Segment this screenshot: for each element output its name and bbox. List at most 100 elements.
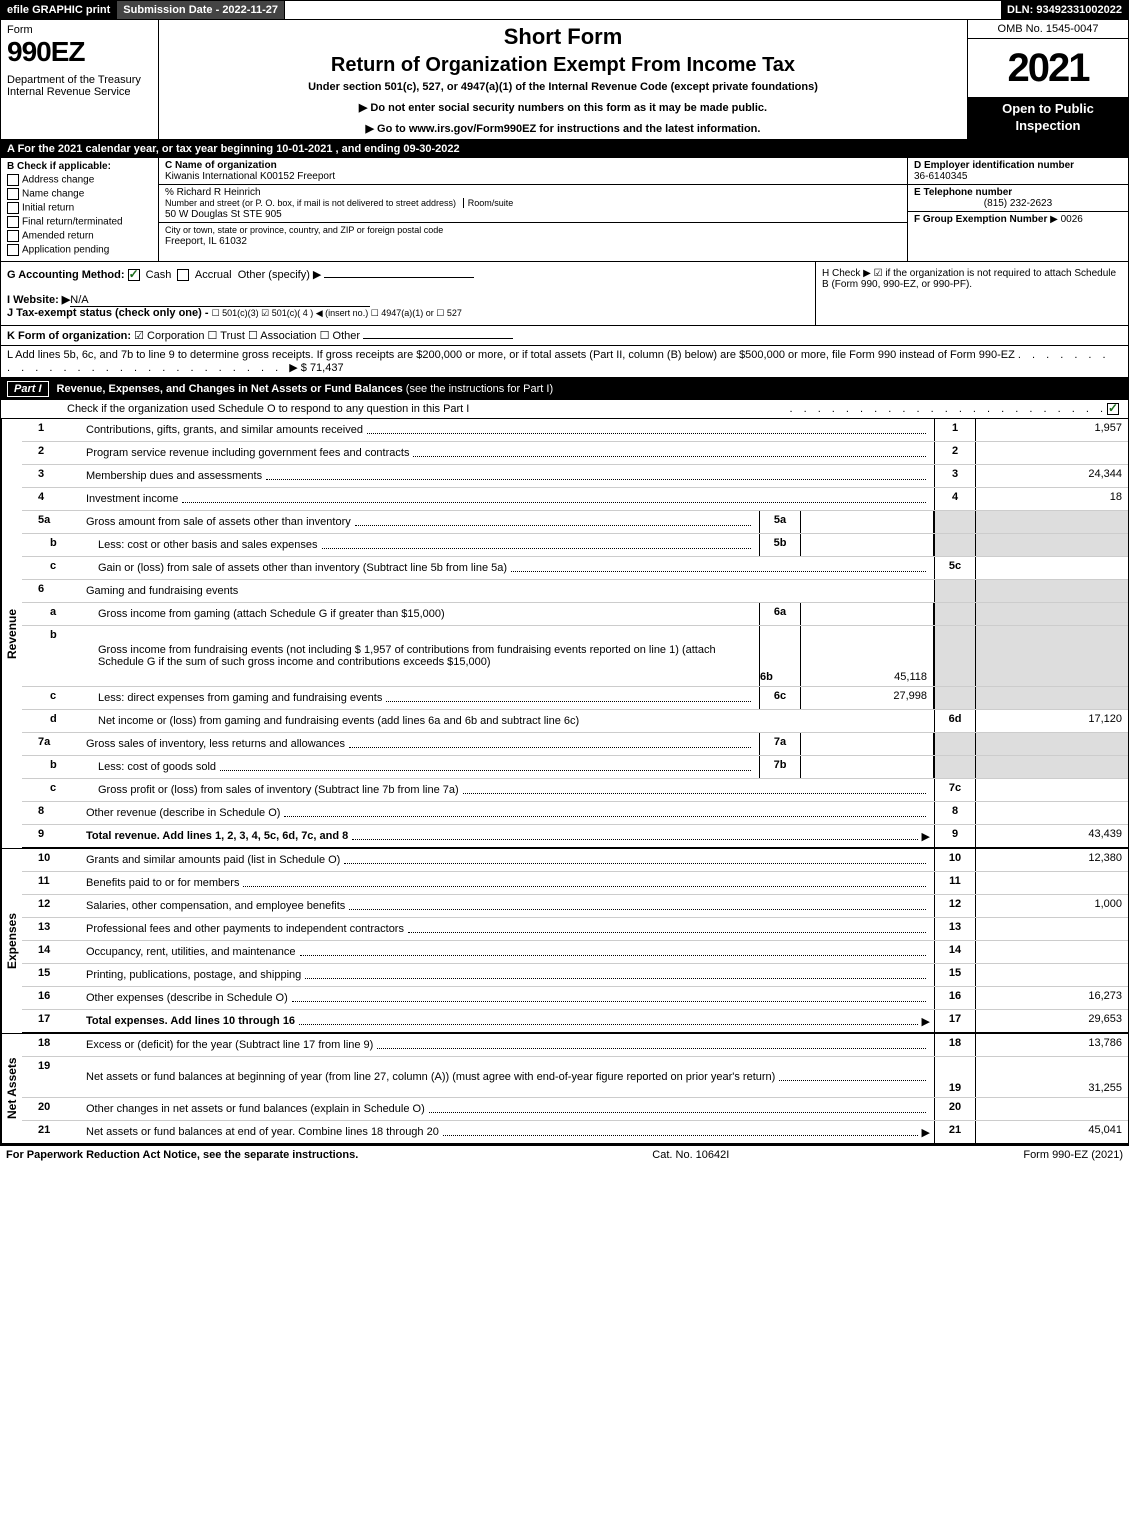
group-exemption-value: ▶ 0026	[1050, 214, 1083, 225]
line-6a-sbv	[801, 603, 934, 625]
net-assets-vert-label: Net Assets	[1, 1034, 22, 1143]
line-5a-sbv	[801, 511, 934, 533]
line-15: 15 Printing, publications, postage, and …	[22, 964, 1128, 987]
care-of: % Richard R Heinrich	[165, 187, 261, 198]
line-6d: d Net income or (loss) from gaming and f…	[22, 710, 1128, 733]
line-4-num: 4	[22, 488, 82, 510]
chk-initial-return[interactable]	[7, 202, 19, 214]
line-6d-num: d	[22, 710, 94, 732]
line-6b: b Gross income from fundraising events (…	[22, 626, 1128, 687]
section-a: A For the 2021 calendar year, or tax yea…	[1, 140, 1128, 158]
line-6d-desc: Net income or (loss) from gaming and fun…	[98, 715, 579, 727]
c-name-label: C Name of organization	[165, 160, 277, 171]
line-9-desc: Total revenue. Add lines 1, 2, 3, 4, 5c,…	[86, 830, 348, 842]
g-label: G Accounting Method:	[7, 269, 125, 281]
part-1-label: Part I	[7, 381, 49, 397]
line-1-rn: 1	[934, 419, 976, 441]
col-b-header: B Check if applicable:	[7, 161, 152, 172]
line-7c: c Gross profit or (loss) from sales of i…	[22, 779, 1128, 802]
line-7a-rn	[934, 733, 976, 755]
city-label: City or town, state or province, country…	[165, 225, 443, 235]
h-text: H Check ▶ ☑ if the organization is not r…	[822, 268, 1116, 290]
chk-cash[interactable]	[128, 269, 140, 281]
line-12-amount: 1,000	[976, 895, 1128, 917]
l-text: L Add lines 5b, 6c, and 7b to line 9 to …	[7, 349, 1015, 361]
line-6c-rn	[934, 687, 976, 709]
line-20: 20 Other changes in net assets or fund b…	[22, 1098, 1128, 1121]
street-address: 50 W Douglas St STE 905	[165, 209, 282, 220]
line-3-num: 3	[22, 465, 82, 487]
line-15-desc: Printing, publications, postage, and shi…	[86, 969, 301, 981]
line-1-amount: 1,957	[976, 419, 1128, 441]
line-7c-rn: 7c	[934, 779, 976, 801]
line-19-amount: 31,255	[976, 1057, 1128, 1097]
line-5b-sb: 5b	[759, 534, 801, 556]
line-7a-desc: Gross sales of inventory, less returns a…	[86, 738, 345, 750]
other-specify-input[interactable]	[324, 277, 474, 278]
page-footer: For Paperwork Reduction Act Notice, see …	[0, 1146, 1129, 1164]
line-9-amount: 43,439	[976, 825, 1128, 847]
e-phone-label: E Telephone number	[914, 187, 1012, 198]
website-value: N/A	[70, 294, 370, 307]
line-5b-rn	[934, 534, 976, 556]
line-11-num: 11	[22, 872, 82, 894]
lbl-address-change: Address change	[22, 175, 94, 186]
form-id-block: Form 990EZ Department of the Treasury In…	[1, 20, 159, 139]
line-8-amount	[976, 802, 1128, 824]
line-6b-amount	[976, 626, 1128, 686]
room-label: Room/suite	[463, 198, 514, 208]
line-18: 18 Excess or (deficit) for the year (Sub…	[22, 1034, 1128, 1057]
submission-date: Submission Date - 2022-11-27	[117, 1, 285, 19]
efile-print-button[interactable]: efile GRAPHIC print	[1, 1, 117, 19]
org-name: Kiwanis International K00152 Freeport	[165, 171, 335, 182]
line-15-rn: 15	[934, 964, 976, 986]
line-18-desc: Excess or (deficit) for the year (Subtra…	[86, 1039, 373, 1051]
lbl-name-change: Name change	[22, 189, 84, 200]
chk-accrual[interactable]	[177, 269, 189, 281]
line-21-num: 21	[22, 1121, 82, 1143]
phone-value: (815) 232-2623	[914, 198, 1122, 209]
line-10-rn: 10	[934, 849, 976, 871]
ein-value: 36-6140345	[914, 171, 967, 182]
line-7b: b Less: cost of goods sold 7b	[22, 756, 1128, 779]
row-gh: G Accounting Method: Cash Accrual Other …	[1, 262, 1128, 326]
dept-label: Department of the Treasury Internal Reve…	[7, 74, 152, 98]
line-11-amount	[976, 872, 1128, 894]
line-14: 14 Occupancy, rent, utilities, and maint…	[22, 941, 1128, 964]
line-17-amount: 29,653	[976, 1010, 1128, 1032]
k-other-input[interactable]	[363, 338, 513, 339]
line-17-num: 17	[22, 1010, 82, 1032]
lbl-accrual: Accrual	[195, 269, 232, 281]
line-9-rn: 9	[934, 825, 976, 847]
lbl-amended-return: Amended return	[22, 231, 94, 242]
line-6a-amount	[976, 603, 1128, 625]
footer-left: For Paperwork Reduction Act Notice, see …	[6, 1149, 358, 1161]
lbl-other: Other (specify) ▶	[238, 269, 322, 281]
chk-amended-return[interactable]	[7, 230, 19, 242]
line-6c-desc: Less: direct expenses from gaming and fu…	[98, 692, 382, 704]
instruction-link[interactable]: ▶ Go to www.irs.gov/Form990EZ for instru…	[165, 122, 961, 135]
dln: DLN: 93492331002022	[1001, 1, 1128, 19]
line-18-rn: 18	[934, 1034, 976, 1056]
line-8-desc: Other revenue (describe in Schedule O)	[86, 807, 280, 819]
line-10-desc: Grants and similar amounts paid (list in…	[86, 854, 340, 866]
line-5c-num: c	[22, 557, 94, 579]
row-k: K Form of organization: ☑ Corporation ☐ …	[1, 326, 1128, 346]
chk-final-return[interactable]	[7, 216, 19, 228]
lbl-initial-return: Initial return	[22, 203, 74, 214]
line-2-rn: 2	[934, 442, 976, 464]
part-1-checkbox[interactable]	[1107, 403, 1119, 415]
line-6: 6 Gaming and fundraising events	[22, 580, 1128, 603]
line-10-num: 10	[22, 849, 82, 871]
line-12-num: 12	[22, 895, 82, 917]
instruction-1: ▶ Do not enter social security numbers o…	[165, 101, 961, 114]
omb-number: OMB No. 1545-0047	[968, 20, 1128, 39]
tax-year: 2021	[968, 39, 1128, 97]
chk-application-pending[interactable]	[7, 244, 19, 256]
chk-name-change[interactable]	[7, 188, 19, 200]
line-5a-amount	[976, 511, 1128, 533]
line-6a-sb: 6a	[759, 603, 801, 625]
form-body: Form 990EZ Department of the Treasury In…	[0, 20, 1129, 1146]
city-state-zip: Freeport, IL 61032	[165, 236, 247, 247]
chk-address-change[interactable]	[7, 174, 19, 186]
